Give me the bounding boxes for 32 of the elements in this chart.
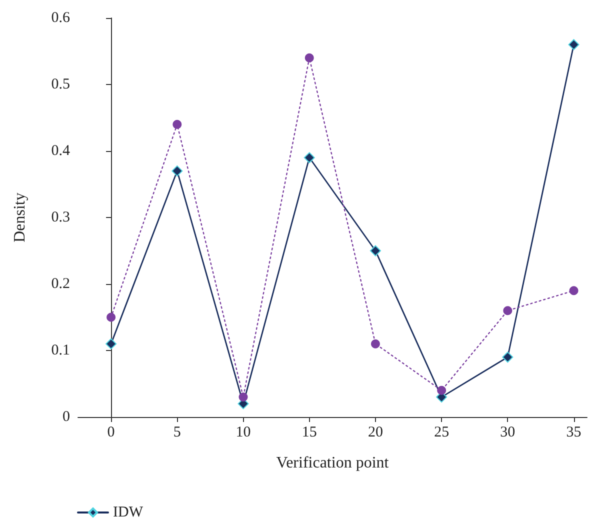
point: [106, 338, 117, 350]
point: [172, 165, 183, 176]
x-tick-label: 35: [566, 424, 582, 440]
x-axis-title: Verification point: [276, 454, 390, 472]
point: [238, 392, 248, 402]
point: [503, 306, 512, 316]
point: [304, 152, 315, 164]
y-tick-label: 0.2: [51, 276, 70, 292]
point: [437, 386, 446, 395]
x-tick-label: 0: [107, 424, 115, 440]
point: [106, 312, 116, 322]
point: [172, 120, 182, 129]
point: [304, 53, 314, 62]
legend-label: IDW: [113, 504, 144, 520]
y-tick-label: 0.6: [51, 10, 70, 26]
point: [370, 339, 380, 348]
x-tick-label: 5: [173, 424, 181, 440]
x-tick-label: 25: [434, 424, 450, 440]
y-tick-label: 0.4: [51, 143, 70, 159]
x-tick-label: 10: [236, 424, 251, 440]
point: [569, 286, 578, 296]
y-tick-label: 0.1: [51, 342, 70, 358]
y-axis-title: Density: [12, 192, 28, 242]
y-tick-label: 0: [62, 409, 70, 425]
point: [370, 245, 381, 256]
point: [502, 352, 514, 363]
y-tick-label: 0.3: [51, 210, 70, 226]
x-tick-label: 15: [302, 424, 317, 440]
x-tick-label: 20: [368, 424, 383, 440]
x-tick-label: 30: [500, 424, 516, 440]
point: [568, 39, 580, 50]
y-tick-label: 0.5: [51, 76, 70, 92]
